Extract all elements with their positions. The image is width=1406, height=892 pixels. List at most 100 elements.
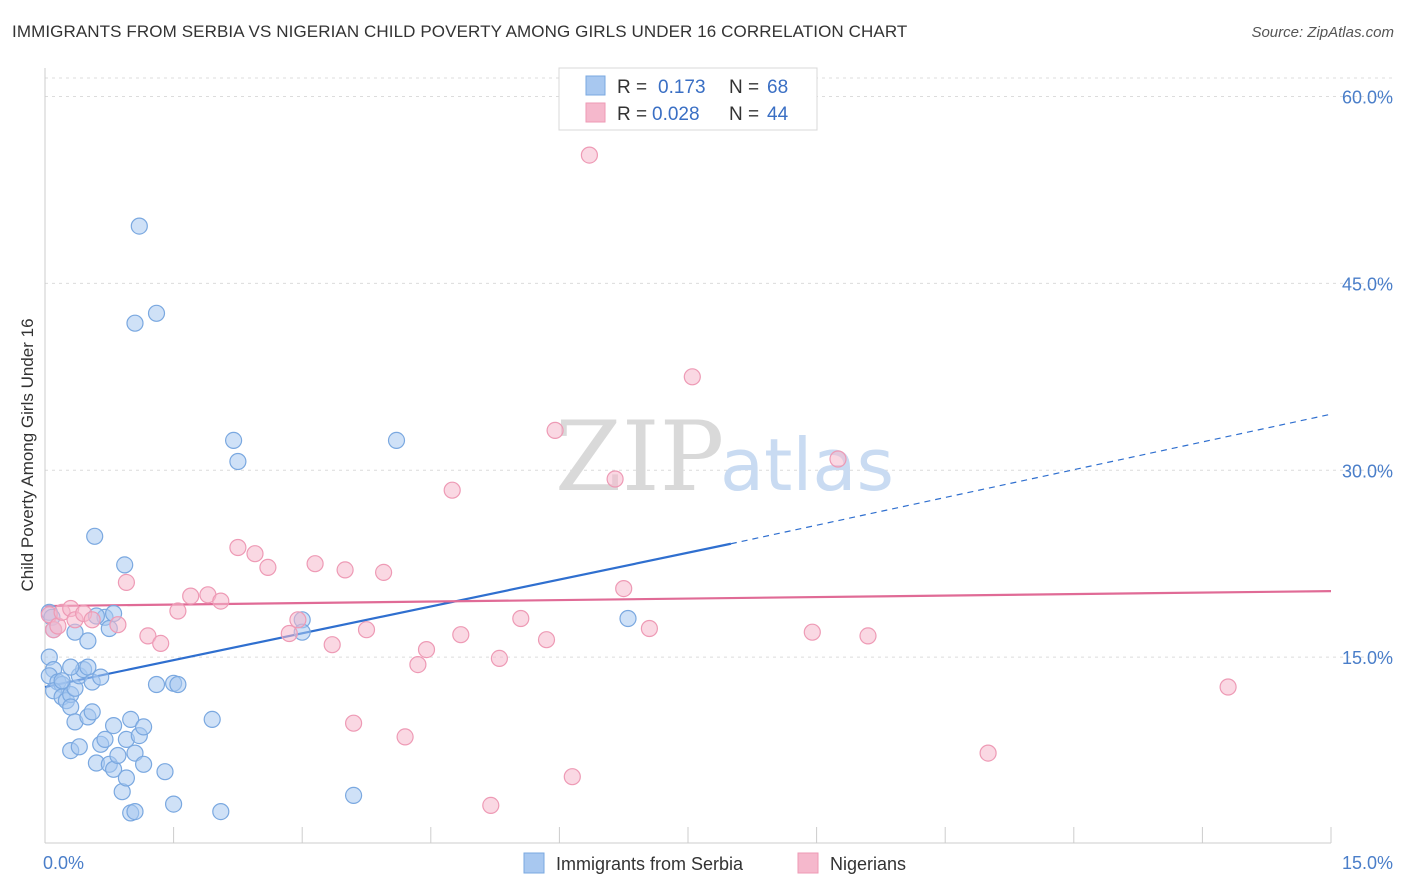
trend-line-nigerians (44, 589, 1332, 608)
series-1-point-15 (212, 592, 230, 610)
top-legend: R = 0.173 N = 68 R = 0.028 N = 44 (558, 67, 818, 131)
series-0-point-49 (130, 217, 148, 235)
series-1-point-31 (452, 626, 470, 644)
series-0-point-35 (109, 746, 127, 765)
trend-lines (44, 413, 1332, 689)
series-1-point-17 (246, 545, 264, 563)
watermark: ZIP atlas (555, 401, 894, 513)
legend-r-value-serbia: 0.173 (658, 77, 706, 98)
grid-lines (45, 77, 1392, 658)
series-1-point-25 (357, 621, 376, 639)
series-0-point-51 (126, 314, 144, 332)
series-0-point-59 (225, 431, 243, 449)
series-1-point-20 (289, 611, 307, 629)
series-1-point-32 (482, 796, 500, 815)
series-1-point-16 (229, 538, 247, 557)
series-1-point-44 (829, 450, 847, 468)
data-points (40, 146, 1237, 822)
series-1-point-39 (606, 470, 624, 488)
series-0-point-48 (116, 556, 134, 574)
series-0-point-17 (62, 698, 80, 716)
tick-labels: 15.0% 30.0% 45.0% 60.0% 0.0% 15.0% (43, 88, 1393, 874)
series-1-point-46 (979, 744, 997, 762)
x-tick-label-max: 15.0% (1342, 853, 1393, 873)
series-0-point-64 (387, 431, 406, 449)
series-0-point-47 (86, 527, 104, 545)
series-1-point-11 (152, 634, 170, 653)
series-1-point-9 (117, 573, 136, 592)
y-tick-label-2: 45.0% (1342, 274, 1393, 294)
series-1-point-41 (640, 619, 659, 638)
bottom-legend-label-serbia: Immigrants from Serbia (556, 854, 744, 874)
watermark-zip: ZIP (555, 401, 724, 513)
series-0-point-58 (212, 802, 230, 821)
series-0-point-67 (62, 658, 80, 676)
legend-n-value-serbia: 68 (767, 77, 788, 98)
axes (44, 68, 1332, 844)
series-0-point-46 (126, 802, 144, 821)
series-0-point-32 (96, 730, 114, 749)
series-0-point-56 (165, 795, 183, 813)
series-0-point-57 (203, 710, 221, 729)
series-0-point-40 (104, 716, 123, 735)
series-0-point-44 (135, 718, 153, 736)
series-0-point-37 (117, 769, 136, 787)
series-1-point-35 (537, 631, 556, 649)
series-1-points (40, 146, 1237, 815)
series-1-point-36 (546, 421, 564, 439)
series-1-point-13 (182, 587, 200, 605)
bottom-legend-swatch-serbia (523, 852, 545, 874)
series-1-point-29 (417, 640, 436, 659)
series-0-point-29 (70, 738, 88, 756)
bottom-legend-swatch-nigerians (797, 852, 819, 874)
series-1-point-21 (306, 555, 324, 573)
series-0-point-52 (147, 675, 166, 694)
series-1-point-22 (323, 636, 341, 654)
series-1-point-12 (169, 602, 187, 620)
x-tick-label-min: 0.0% (43, 853, 84, 873)
legend-r-label-nigerians: R = (617, 104, 647, 125)
legend-swatch-nigerians (585, 102, 606, 123)
series-1-point-47 (1219, 678, 1237, 696)
legend-r-label-serbia: R = (617, 77, 647, 98)
series-1-point-23 (336, 561, 354, 579)
series-1-point-37 (563, 768, 581, 786)
series-1-point-28 (409, 655, 427, 674)
series-1-point-34 (512, 609, 530, 628)
series-0-points (40, 217, 637, 822)
y-tick-label-0: 15.0% (1342, 648, 1393, 668)
series-1-point-18 (259, 558, 277, 577)
series-0-point-55 (156, 763, 174, 781)
series-1-point-24 (345, 714, 363, 732)
bottom-legend: Immigrants from Serbia Nigerians (523, 852, 906, 874)
legend-n-value-nigerians: 44 (767, 104, 789, 125)
source-credit: Source: ZipAtlas.com (1251, 24, 1394, 41)
series-0-point-60 (229, 452, 247, 471)
watermark-atlas: atlas (720, 423, 894, 507)
legend-n-label-nigerians: N = (729, 104, 759, 125)
series-0-point-39 (122, 710, 140, 729)
y-tick-label-1: 30.0% (1342, 461, 1393, 481)
legend-r-value-nigerians: 0.028 (652, 104, 700, 125)
series-1-point-19 (280, 624, 298, 643)
series-0-point-54 (169, 675, 187, 694)
series-0-point-20 (83, 703, 101, 721)
series-1-point-38 (580, 146, 599, 164)
series-0-point-43 (135, 755, 153, 773)
series-1-point-40 (615, 579, 633, 598)
series-1-point-43 (803, 623, 821, 641)
series-0-point-21 (92, 668, 110, 686)
series-1-point-33 (490, 649, 508, 668)
series-0-point-63 (345, 786, 363, 805)
series-1-point-42 (683, 368, 701, 386)
legend-n-label-serbia: N = (729, 77, 759, 98)
chart-title: IMMIGRANTS FROM SERBIA VS NIGERIAN CHILD… (12, 22, 908, 41)
series-1-point-30 (443, 481, 461, 499)
bottom-legend-label-nigerians: Nigerians (830, 854, 906, 874)
trend-line-serbia (44, 542, 732, 689)
series-0-point-27 (79, 632, 97, 650)
series-1-point-26 (375, 563, 393, 582)
series-1-point-8 (109, 616, 127, 634)
legend-swatch-serbia (585, 75, 606, 96)
series-1-point-7 (83, 611, 101, 629)
